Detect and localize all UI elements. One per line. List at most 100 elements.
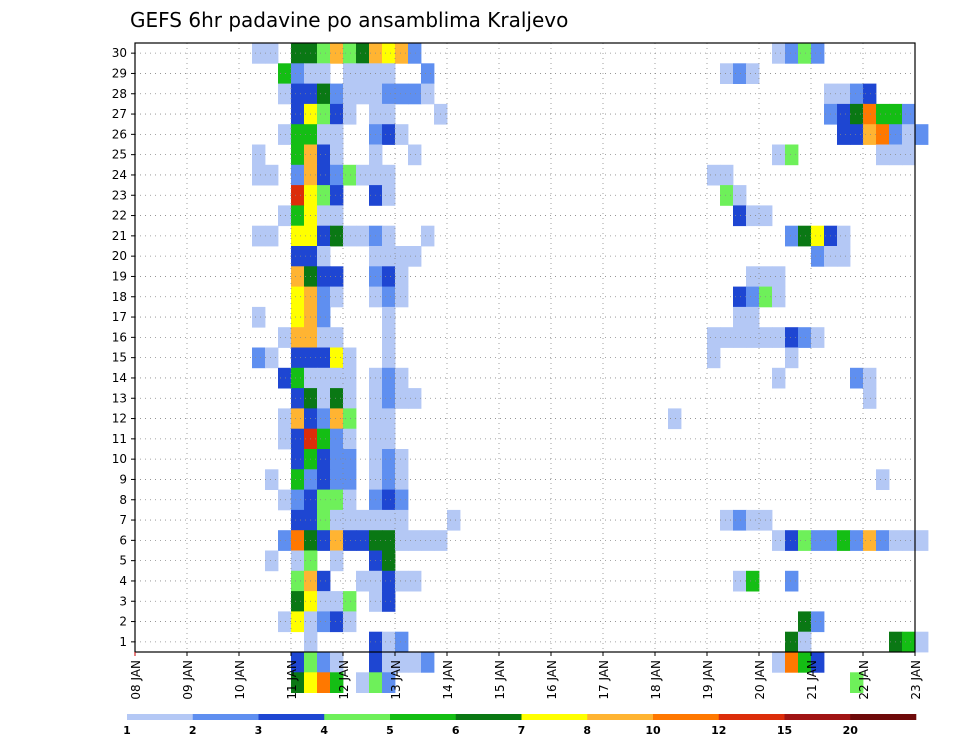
colorbar-swatch	[784, 714, 851, 720]
heatmap-cell	[902, 530, 916, 551]
heatmap-cell	[863, 388, 877, 409]
heatmap-cell	[317, 83, 331, 105]
heatmap-cell	[785, 631, 799, 653]
colorbar-label: 1	[123, 724, 131, 737]
heatmap-cell	[915, 631, 929, 653]
heatmap-cell	[837, 103, 851, 125]
heatmap-cell	[746, 63, 760, 84]
heatmap-cell	[278, 124, 292, 145]
heatmap-cell	[265, 347, 279, 369]
heatmap-cell	[382, 266, 396, 287]
y-tick-label: 22	[112, 209, 127, 223]
heatmap-cell	[330, 449, 344, 470]
heatmap-cell	[317, 225, 331, 247]
x-tick-label: 10 JAN	[233, 660, 247, 700]
heatmap-cell	[382, 570, 396, 592]
heatmap-cell	[330, 144, 344, 166]
heatmap-cell	[343, 347, 357, 369]
heatmap-cell	[850, 83, 864, 105]
heatmap-cell	[837, 246, 851, 267]
heatmap-cell	[408, 388, 422, 409]
grid-lines	[135, 43, 915, 652]
heatmap-cell	[837, 225, 851, 247]
heatmap-cell	[902, 124, 916, 145]
heatmap-cell	[330, 388, 344, 409]
heatmap-cell	[330, 408, 344, 430]
heatmap-cell	[291, 652, 305, 673]
heatmap-cell	[343, 489, 357, 511]
heatmap-cell	[395, 388, 409, 409]
heatmap-cell	[265, 469, 279, 490]
y-tick-label: 25	[112, 148, 127, 162]
heatmap-cell	[317, 144, 331, 166]
heatmap-cell	[382, 367, 396, 389]
chart-title: GEFS 6hr padavine po ansamblima Kraljevo	[130, 8, 568, 32]
heatmap-cell	[304, 672, 318, 693]
colorbar-swatch	[390, 714, 457, 720]
heatmap-cell	[317, 611, 331, 633]
heatmap-cell	[330, 367, 344, 389]
heatmap-cell	[317, 306, 331, 328]
heatmap-cell	[811, 611, 825, 633]
heatmap-cell	[382, 388, 396, 409]
y-tick-label: 1	[119, 635, 127, 649]
y-tick-label: 16	[112, 330, 127, 344]
heatmap-cell	[317, 205, 331, 227]
heatmap-cell	[395, 509, 409, 531]
heatmap-cell	[317, 164, 331, 186]
heatmap-cell	[408, 144, 422, 166]
heatmap-cell	[343, 611, 357, 633]
heatmap-cell	[382, 164, 396, 186]
heatmap-cell	[291, 164, 305, 186]
colorbar-label: 8	[583, 724, 591, 737]
heatmap-cell	[317, 367, 331, 389]
x-tick-label: 21 JAN	[805, 660, 819, 700]
heatmap-cell	[291, 388, 305, 409]
heatmap-cell	[330, 103, 344, 125]
y-tick-label: 15	[112, 351, 127, 365]
heatmap-cell	[291, 530, 305, 551]
heatmap-cell	[395, 286, 409, 308]
heatmap-cell	[317, 43, 331, 64]
heatmap-cell	[395, 489, 409, 511]
heatmap-cell	[408, 246, 422, 267]
y-tick-label: 14	[112, 371, 127, 385]
heatmap-cell	[811, 530, 825, 551]
heatmap-cell	[395, 530, 409, 551]
colorbar-label: 20	[843, 724, 859, 737]
heatmap-cell	[278, 530, 292, 551]
heatmap-cell	[291, 347, 305, 369]
heatmap-cell	[317, 347, 331, 369]
heatmap-cell	[798, 631, 812, 653]
x-tick-label: 15 JAN	[493, 660, 507, 700]
heatmap-cell	[291, 489, 305, 511]
heatmap-cell	[317, 449, 331, 470]
heatmap-cell	[291, 124, 305, 145]
x-tick-label: 16 JAN	[545, 660, 559, 700]
y-tick-label: 26	[112, 127, 127, 141]
colorbar-label: 12	[711, 724, 726, 737]
heatmap-cell	[668, 408, 682, 430]
heatmap-cell	[343, 63, 357, 84]
x-axis-ticks: 08 JAN 09 JAN 10 JAN 11 JAN 12 JAN 13 JAN 14 J…	[129, 652, 923, 700]
heatmap-cell	[343, 408, 357, 430]
colorbar-swatch	[850, 714, 917, 720]
heatmap-cell	[291, 509, 305, 531]
heatmap-cell	[798, 652, 812, 673]
heatmap-cell	[343, 591, 357, 612]
heatmap-cell	[382, 246, 396, 267]
heatmap-cell	[746, 570, 760, 592]
heatmap-cell	[785, 327, 799, 348]
heatmap-cell	[837, 530, 851, 551]
colorbar-swatch	[192, 714, 259, 720]
heatmap-cell	[772, 144, 786, 166]
heatmap-cell	[850, 530, 864, 551]
heatmap-cell	[252, 43, 266, 64]
heatmap-cell	[876, 469, 890, 490]
heatmap-cell	[382, 428, 396, 450]
heatmap-cell	[343, 103, 357, 125]
heatmap-cell	[317, 327, 331, 348]
heatmap-cell	[720, 327, 734, 348]
heatmap-cell	[252, 164, 266, 186]
